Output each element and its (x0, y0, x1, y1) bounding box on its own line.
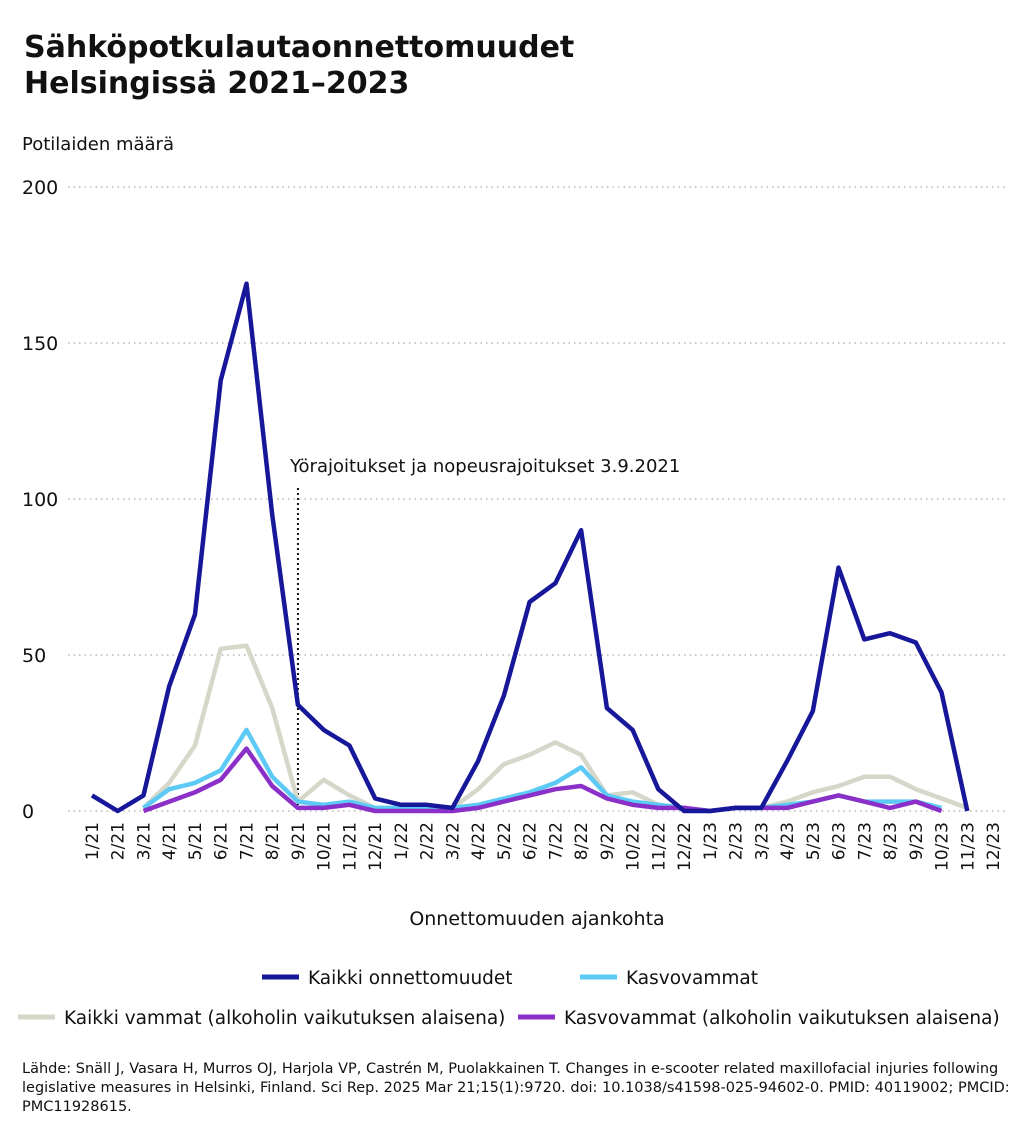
x-tick-label: 10/23 (933, 822, 953, 871)
x-tick-label: 6/22 (521, 822, 541, 860)
x-tick-label: 3/23 (752, 822, 772, 860)
x-tick-label: 2/23 (727, 822, 747, 860)
x-tick-label: 11/21 (340, 822, 360, 871)
x-tick-label: 10/21 (315, 822, 335, 871)
x-tick-label: 6/23 (830, 822, 850, 860)
legend-label: Kaikki onnettomuudet (308, 968, 513, 989)
series-line (90, 281, 970, 814)
series-line (141, 643, 969, 814)
x-tick-label: 4/23 (778, 822, 798, 860)
x-tick-label: 2/22 (418, 822, 438, 860)
x-tick-label: 5/21 (186, 822, 206, 860)
x-tick-label: 1/23 (701, 822, 721, 860)
x-tick-label: 4/22 (469, 822, 489, 860)
x-tick-label: 12/23 (984, 822, 1004, 871)
x-tick-label: 12/21 (366, 822, 386, 871)
x-tick-label: 5/23 (804, 822, 824, 860)
y-tick-label: 50 (22, 645, 46, 667)
y-tick-label: 150 (22, 333, 58, 355)
chart-title: Helsingissä 2021–2023 (24, 66, 409, 101)
x-tick-label: 4/21 (160, 822, 180, 860)
legend-label: Kasvovammat (alkoholin vaikutuksen alais… (564, 1008, 1000, 1029)
x-tick-label: 7/23 (855, 822, 875, 860)
chart-title: Sähköpotkulautaonnettomuudet (24, 30, 574, 65)
x-tick-label: 7/21 (237, 822, 257, 860)
series-line (142, 746, 943, 814)
x-tick-label: 8/21 (263, 822, 283, 860)
x-tick-label: 11/22 (649, 822, 669, 871)
chart: Sähköpotkulautaonnettomuudet Helsingissä… (18, 30, 1005, 1029)
legend-label: Kasvovammat (626, 968, 758, 989)
x-tick-label: 8/22 (572, 822, 592, 860)
x-tick-label: 1/21 (83, 822, 103, 860)
x-tick-label: 5/22 (495, 822, 515, 860)
x-tick-label: 11/23 (958, 822, 978, 871)
x-tick-label: 1/22 (392, 822, 412, 860)
y-tick-label: 100 (22, 489, 58, 511)
x-tick-label: 8/23 (881, 822, 901, 860)
x-tick-label: 3/22 (443, 822, 463, 860)
x-axis-label: Onnettomuuden ajankohta (409, 908, 664, 930)
x-tick-label: 9/22 (598, 822, 618, 860)
x-tick-label: 12/22 (675, 822, 695, 871)
y-tick-label: 0 (22, 801, 34, 823)
source: Lähde: Snäll J, Vasara H, Murros OJ, Har… (22, 1061, 1010, 1115)
x-tick-label: 9/21 (289, 822, 309, 860)
x-tick-label: 6/21 (212, 822, 232, 860)
annotation: Yörajoitukset ja nopeusrajoitukset 3.9.2… (289, 456, 680, 477)
x-tick-label: 9/23 (907, 822, 927, 860)
x-tick-label: 10/22 (624, 822, 644, 871)
legend-label: Kaikki vammat (alkoholin vaikutuksen ala… (64, 1008, 505, 1029)
x-tick-label: 2/21 (109, 822, 129, 860)
x-tick-label: 3/21 (134, 822, 154, 860)
x-tick-label: 7/22 (546, 822, 566, 860)
y-tick-label: 200 (22, 177, 58, 199)
y-axis-label: Potilaiden määrä (22, 134, 174, 155)
